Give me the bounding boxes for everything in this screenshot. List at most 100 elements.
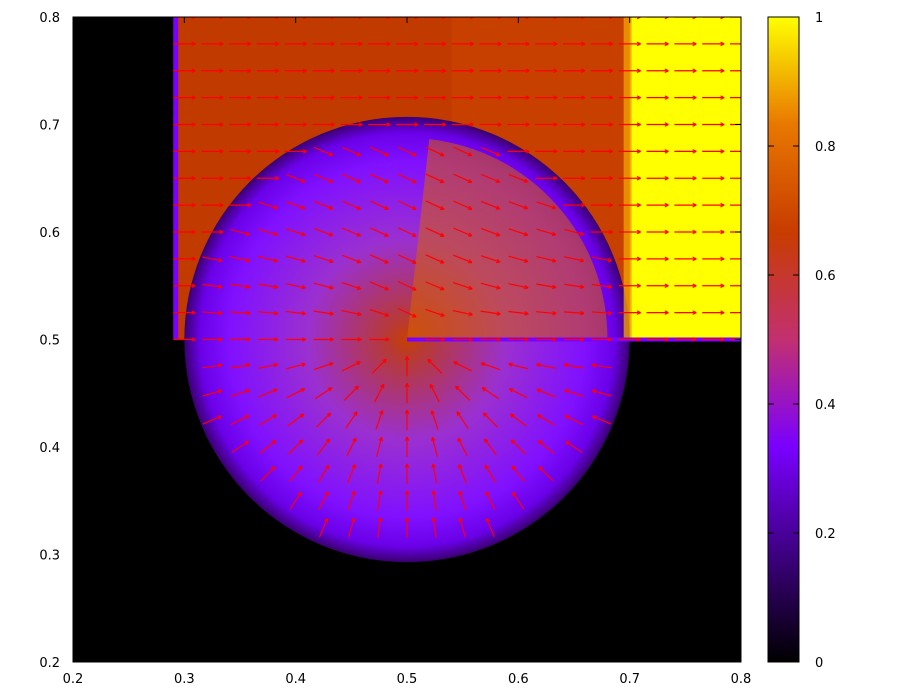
y-tick-label: 0.5 xyxy=(39,334,60,349)
velocity-arrow xyxy=(508,310,529,316)
velocity-arrow xyxy=(230,228,251,236)
velocity-arrow xyxy=(314,200,334,210)
velocity-arrow xyxy=(535,41,558,47)
velocity-arrow xyxy=(451,122,474,127)
velocity-arrow xyxy=(452,309,473,317)
velocity-arrow xyxy=(479,68,502,74)
velocity-arrow xyxy=(455,385,471,401)
velocity-arrow xyxy=(173,310,196,315)
velocity-arrow xyxy=(313,362,334,371)
x-tick-label: 0.7 xyxy=(619,672,640,687)
velocity-arrow xyxy=(173,337,196,342)
velocity-arrow xyxy=(229,149,252,154)
velocity-arrow xyxy=(453,227,473,237)
velocity-arrow xyxy=(314,173,334,183)
velocity-arrow xyxy=(287,413,305,427)
velocity-arrow xyxy=(618,68,641,74)
velocity-arrow xyxy=(564,337,585,342)
colorbar-tick-label: 0.6 xyxy=(815,269,836,284)
velocity-arrow xyxy=(730,285,741,287)
velocity-arrow xyxy=(201,95,224,100)
velocity-arrow xyxy=(258,201,278,210)
velocity-arrow xyxy=(230,256,251,263)
velocity-arrow xyxy=(591,310,613,316)
velocity-arrow xyxy=(347,464,356,484)
velocity-arrow xyxy=(371,358,387,374)
velocity-arrow xyxy=(618,149,641,154)
velocity-arrow xyxy=(397,200,417,211)
velocity-arrow xyxy=(730,123,741,126)
velocity-arrow xyxy=(376,463,383,484)
velocity-arrow xyxy=(425,173,445,184)
velocity-arrow xyxy=(563,202,586,208)
velocity-arrow xyxy=(340,122,363,127)
velocity-arrow xyxy=(256,95,280,100)
velocity-arrow xyxy=(404,517,410,538)
velocity-arrow xyxy=(618,256,641,262)
velocity-arrow xyxy=(536,201,557,210)
velocity-arrow xyxy=(173,149,196,154)
velocity-arrow xyxy=(347,490,356,511)
velocity-arrow xyxy=(730,70,741,72)
velocity-arrow xyxy=(173,256,196,262)
velocity-arrow xyxy=(229,95,252,100)
velocity-arrow xyxy=(258,388,278,398)
velocity-arrow xyxy=(425,254,445,264)
velocity-arrow xyxy=(590,41,614,47)
y-tick-label: 0.8 xyxy=(39,11,60,26)
velocity-arrow xyxy=(201,122,224,127)
y-tick-label: 0.4 xyxy=(39,441,60,456)
velocity-arrow xyxy=(453,173,473,184)
velocity-arrow xyxy=(730,312,741,314)
velocity-arrow xyxy=(341,254,362,264)
velocity-arrow xyxy=(256,149,280,154)
velocity-arrow xyxy=(508,201,529,210)
velocity-arrow xyxy=(730,177,741,179)
velocity-arrow xyxy=(702,310,725,315)
velocity-arrow xyxy=(260,466,276,482)
velocity-arrow xyxy=(451,41,474,47)
velocity-arrow xyxy=(423,68,447,74)
velocity-arrow xyxy=(173,175,196,181)
velocity-arrow xyxy=(285,337,306,342)
velocity-arrow xyxy=(341,337,362,342)
velocity-arrow xyxy=(318,491,329,510)
velocity-arrow xyxy=(646,175,669,181)
velocity-arrow xyxy=(201,68,224,74)
velocity-arrow xyxy=(340,95,363,100)
x-tick-label: 0.6 xyxy=(508,672,529,687)
velocity-arrow xyxy=(452,282,473,291)
velocity-arrow xyxy=(674,202,697,208)
velocity-arrow xyxy=(702,95,725,100)
velocity-arrow xyxy=(312,122,335,127)
velocity-arrow xyxy=(173,202,196,208)
velocity-arrow xyxy=(646,41,669,47)
velocity-arrow xyxy=(313,337,334,342)
velocity-arrow xyxy=(229,68,252,74)
velocity-arrow xyxy=(674,256,697,262)
velocity-arrow xyxy=(257,283,279,290)
velocity-arrow xyxy=(646,202,669,208)
velocity-arrow xyxy=(368,68,391,74)
velocity-arrow xyxy=(484,464,497,483)
velocity-arrow xyxy=(368,95,391,100)
velocity-arrow xyxy=(674,95,697,100)
velocity-arrow xyxy=(563,41,586,47)
velocity-arrow xyxy=(702,202,725,208)
velocity-arrow xyxy=(229,175,252,181)
velocity-arrow xyxy=(285,283,306,290)
y-tick-label: 0.2 xyxy=(39,656,60,671)
velocity-arrow xyxy=(374,383,385,403)
velocity-arrow xyxy=(508,228,529,237)
colorbar-gradient xyxy=(768,17,799,662)
velocity-arrow xyxy=(369,173,389,184)
velocity-arrow xyxy=(404,382,410,404)
velocity-arrow xyxy=(431,463,438,484)
velocity-arrow xyxy=(646,68,669,74)
velocity-arrow xyxy=(483,438,497,456)
velocity-arrow xyxy=(286,201,306,210)
vortex-core-upper xyxy=(407,139,608,340)
velocity-arrow xyxy=(258,414,277,426)
velocity-arrow xyxy=(317,464,330,483)
